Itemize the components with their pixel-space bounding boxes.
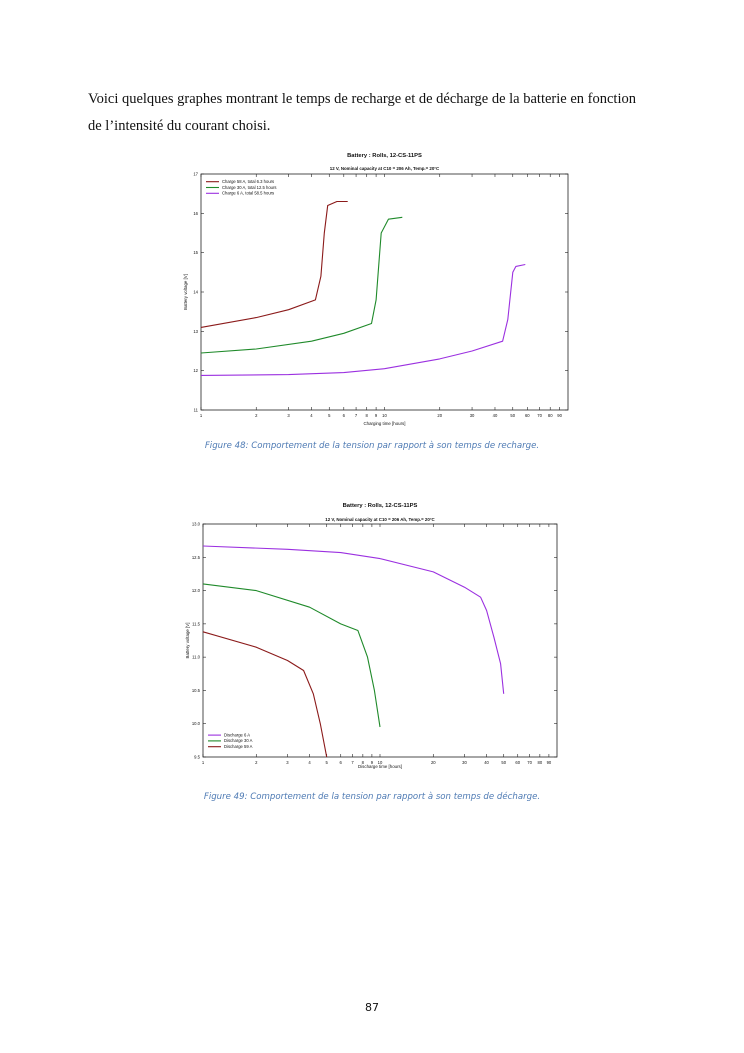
x-tick-label: 4 [310, 413, 313, 418]
series-line-0 [200, 200, 348, 328]
x-axis-label: Charging time [hours] [364, 421, 406, 426]
y-tick-label: 13 [193, 329, 198, 334]
x-tick-label: 50 [501, 760, 506, 765]
x-tick-label: 10 [378, 760, 383, 765]
x-tick-label: 80 [538, 760, 543, 765]
series-line-1 [202, 583, 381, 728]
x-tick-label: 9 [375, 413, 378, 418]
x-tick-label: 2 [255, 760, 258, 765]
legend-entry: Charge 30 A, total 12.5 hours [222, 185, 276, 190]
x-tick-label: 30 [462, 760, 467, 765]
y-tick-label: 16 [193, 211, 198, 216]
legend-entry: Discharge 59 A [224, 744, 253, 749]
y-tick-label: 15 [193, 250, 198, 255]
series-line-2 [200, 263, 526, 376]
x-tick-label: 3 [286, 760, 289, 765]
y-tick-label: 11 [194, 408, 199, 413]
plot-frame [200, 173, 569, 411]
x-tick-label: 90 [557, 413, 562, 418]
figure-48-caption: Figure 48: Comportement de la tension pa… [204, 441, 540, 451]
y-tick-label: 13.0 [192, 522, 201, 527]
x-tick-label: 40 [484, 760, 489, 765]
legend-entry: Charge 6 A, total 58.5 hours [222, 191, 274, 196]
x-tick-label: 1 [202, 760, 205, 765]
intro-line-1: Voici quelques graphes montrant le temps… [88, 91, 636, 107]
y-tick-label: 14 [193, 290, 198, 295]
chart-title: Battery : Rolls, 12-CS-11PS [343, 503, 418, 509]
chart-subtitle: 12 V, Nominal capacity at C10 = 206 Ah, … [330, 166, 440, 171]
x-tick-label: 7 [355, 413, 358, 418]
x-tick-label: 8 [366, 413, 369, 418]
x-tick-label: 5 [328, 413, 331, 418]
x-tick-label: 70 [537, 413, 542, 418]
x-tick-label: 50 [510, 413, 515, 418]
y-tick-label: 10.5 [192, 688, 201, 693]
y-tick-label: 11.0 [192, 655, 201, 660]
page-number: 87 [365, 1001, 379, 1014]
y-axis-label: Battery voltage [V] [185, 623, 190, 659]
x-tick-label: 60 [515, 760, 520, 765]
intro-paragraph: Voici quelques graphes montrant le temps… [88, 86, 668, 140]
series-line-0 [202, 545, 505, 694]
figure-49-caption: Figure 49: Comportement de la tension pa… [203, 792, 541, 802]
x-tick-label: 1 [200, 413, 203, 418]
x-tick-label: 80 [548, 413, 553, 418]
x-tick-label: 9 [371, 760, 374, 765]
x-tick-label: 20 [437, 413, 442, 418]
discharge-chart: Battery : Rolls, 12-CS-11PS 12 V, Nominal… [185, 503, 558, 769]
x-tick-label: 3 [287, 413, 290, 418]
x-tick-label: 10 [382, 413, 387, 418]
y-tick-label: 9.5 [194, 755, 200, 760]
legend-entry: Charge 58 A, total 6.3 hours [222, 179, 274, 184]
x-tick-label: 8 [362, 760, 365, 765]
x-tick-label: 30 [470, 413, 475, 418]
plot-frame [202, 523, 558, 758]
y-tick-label: 12 [193, 368, 198, 373]
x-tick-label: 70 [527, 760, 532, 765]
y-axis-label: Battery voltage [V] [183, 274, 188, 310]
legend-entry: Discharge 30 A [224, 738, 253, 743]
x-tick-label: 60 [525, 413, 530, 418]
x-tick-label: 7 [351, 760, 354, 765]
x-tick-label: 4 [308, 760, 311, 765]
intro-line-2: de l’intensité du courant choisi. [88, 118, 271, 134]
x-tick-label: 6 [343, 413, 346, 418]
x-axis-label: Discharge time [hours] [358, 764, 402, 769]
x-tick-label: 6 [340, 760, 343, 765]
y-tick-label: 17 [193, 172, 198, 177]
x-tick-label: 40 [493, 413, 498, 418]
y-tick-label: 11.5 [192, 621, 201, 626]
charge-chart: Battery : Rolls, 12-CS-11PS 12 V, Nominal… [183, 153, 569, 426]
series-line-2 [202, 631, 328, 758]
x-tick-label: 90 [547, 760, 552, 765]
chart-title: Battery : Rolls, 12-CS-11PS [347, 153, 422, 159]
series-line-1 [200, 216, 403, 354]
chart-subtitle: 12 V, Nominal capacity at C10 = 206 Ah, … [325, 517, 435, 522]
x-tick-label: 20 [431, 760, 436, 765]
y-tick-label: 10.0 [192, 721, 201, 726]
legend-entry: Discharge 6 A [224, 732, 250, 737]
x-tick-label: 2 [255, 413, 258, 418]
x-tick-label: 5 [326, 760, 329, 765]
y-tick-label: 12.0 [192, 588, 201, 593]
y-tick-label: 12.5 [192, 555, 201, 560]
